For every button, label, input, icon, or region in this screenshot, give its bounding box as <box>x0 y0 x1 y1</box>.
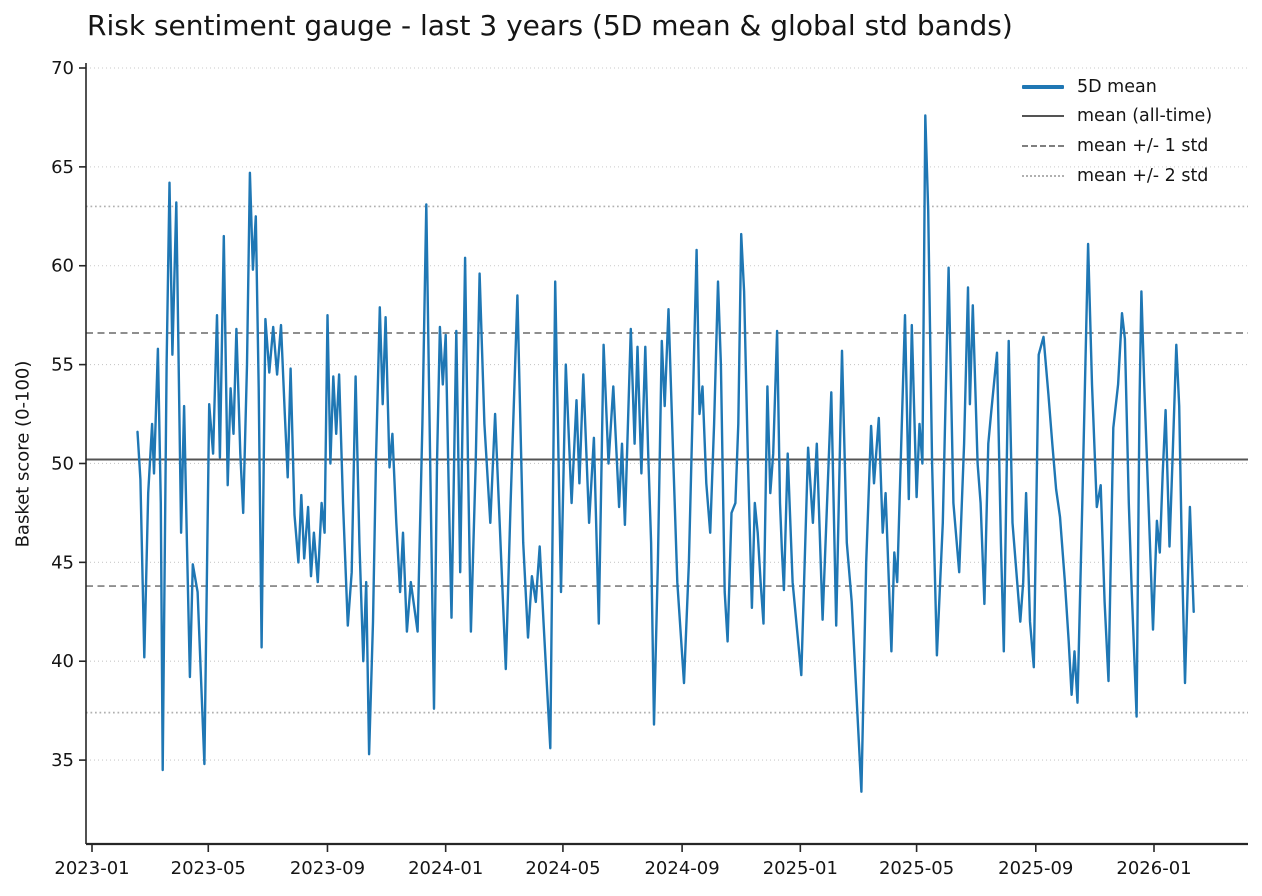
x-tick-label: 2026-01 <box>1116 858 1191 879</box>
y-tick-label: 35 <box>51 750 74 771</box>
y-tick-label: 45 <box>51 552 74 573</box>
chart-title: Risk sentiment gauge - last 3 years (5D … <box>87 9 1013 42</box>
x-tick-label: 2023-05 <box>171 858 246 879</box>
y-tick-label: 70 <box>51 58 74 79</box>
x-tick-label: 2024-05 <box>525 858 600 879</box>
legend-line-sample-1std <box>1022 144 1064 147</box>
y-axis-label: Basket score (0-100) <box>12 360 34 548</box>
legend-item: mean +/- 1 std <box>1022 131 1212 161</box>
x-tick-label: 2025-05 <box>879 858 954 879</box>
x-tick-label: 2023-09 <box>290 858 365 879</box>
series-path-5d-mean <box>136 114 1195 793</box>
x-tick-label: 2024-01 <box>408 858 483 879</box>
y-tick-label: 65 <box>51 157 74 178</box>
legend: 5D mean mean (all-time) mean +/- 1 std m… <box>1022 72 1212 190</box>
legend-label: 5D mean <box>1077 76 1157 97</box>
legend-label: mean +/- 2 std <box>1077 165 1209 186</box>
y-tick-label: 55 <box>51 355 74 376</box>
legend-label: mean +/- 1 std <box>1077 135 1209 156</box>
legend-line-sample-mean <box>1022 115 1064 118</box>
legend-item: mean +/- 2 std <box>1022 161 1212 191</box>
legend-item: mean (all-time) <box>1022 102 1212 132</box>
x-tick-label: 2024-09 <box>644 858 719 879</box>
y-tick-label: 40 <box>51 651 74 672</box>
legend-item: 5D mean <box>1022 72 1212 102</box>
legend-line-sample-5d-mean <box>1022 84 1064 89</box>
x-tick-label: 2023-01 <box>54 858 129 879</box>
x-tick-label: 2025-09 <box>998 858 1073 879</box>
legend-label: mean (all-time) <box>1077 106 1213 127</box>
x-tick-label: 2025-01 <box>763 858 838 879</box>
legend-line-sample-2std <box>1022 174 1064 177</box>
y-tick-label: 50 <box>51 453 74 474</box>
y-tick-label: 60 <box>51 256 74 277</box>
